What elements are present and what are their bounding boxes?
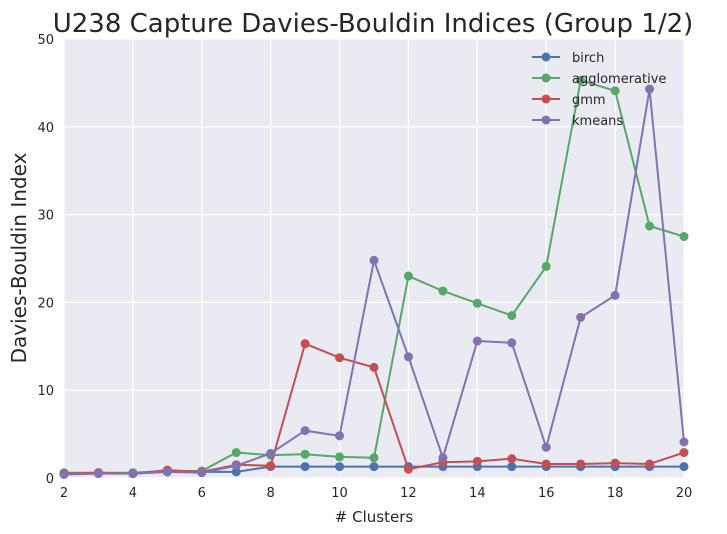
data-point [300, 339, 310, 349]
legend-label: birch [572, 51, 604, 66]
data-point [300, 449, 310, 459]
x-tick-label: 2 [60, 486, 68, 501]
data-point [335, 431, 345, 441]
data-point [93, 469, 103, 479]
x-axis-label: # Clusters [335, 508, 414, 526]
data-point [369, 362, 379, 372]
data-point [128, 469, 138, 479]
legend-item-kmeans: kmeans [532, 114, 623, 129]
legend-label: gmm [572, 93, 606, 108]
data-point [645, 84, 655, 94]
data-point [507, 462, 517, 472]
data-point [610, 458, 620, 468]
chart-title: U238 Capture Davies-Bouldin Indices (Gro… [53, 9, 694, 39]
data-point [645, 459, 655, 469]
y-tick-label: 0 [46, 472, 54, 487]
y-tick-label: 10 [37, 384, 54, 399]
data-point [610, 290, 620, 300]
data-point [300, 462, 310, 472]
x-tick-label: 6 [198, 486, 206, 501]
data-point [369, 462, 379, 472]
y-tick-label: 30 [37, 209, 54, 224]
x-tick-label: 8 [267, 486, 275, 501]
x-tick-label: 4 [129, 486, 137, 501]
data-point [335, 353, 345, 363]
data-point [59, 469, 69, 479]
legend-label: agglomerative [572, 72, 666, 87]
data-point [162, 467, 172, 477]
data-point [679, 462, 689, 472]
data-point [472, 298, 482, 308]
data-point [197, 468, 207, 478]
legend: birch agglomerative gmm kmeans [532, 51, 666, 129]
x-tick-label: 18 [607, 486, 624, 501]
legend-marker [541, 52, 551, 62]
series [59, 75, 689, 479]
tick-labels: 2 4 6 8 10 12 14 16 18 20 0 10 20 30 40 50 [37, 33, 692, 501]
data-point [300, 426, 310, 436]
x-tick-label: 20 [676, 486, 693, 501]
legend-label: kmeans [572, 114, 623, 129]
data-point [266, 461, 276, 471]
data-point [541, 261, 551, 271]
data-point [335, 452, 345, 462]
data-point [507, 454, 517, 464]
data-point [472, 456, 482, 466]
legend-marker [541, 73, 551, 83]
legend-item-agglomerative: agglomerative [532, 72, 666, 87]
data-point [610, 86, 620, 96]
data-point [266, 448, 276, 458]
y-tick-label: 50 [37, 33, 54, 48]
x-tick-label: 16 [538, 486, 555, 501]
data-point [231, 461, 241, 471]
data-point [403, 271, 413, 281]
data-point [507, 338, 517, 348]
x-tick-label: 10 [331, 486, 348, 501]
x-tick-label: 14 [469, 486, 486, 501]
data-point [335, 462, 345, 472]
data-point [576, 459, 586, 469]
legend-item-birch: birch [532, 51, 604, 66]
data-point [576, 312, 586, 322]
series-kmeans [59, 84, 689, 479]
data-point [403, 352, 413, 362]
data-point [679, 448, 689, 458]
data-point [438, 453, 448, 463]
data-point [369, 453, 379, 463]
legend-marker [541, 115, 551, 125]
data-point [679, 437, 689, 447]
y-axis-label: Davies-Bouldin Index [7, 152, 31, 363]
y-tick-label: 20 [37, 296, 54, 311]
data-point [576, 75, 586, 85]
data-point [507, 311, 517, 321]
data-point [438, 286, 448, 296]
data-point [645, 221, 655, 231]
legend-marker [541, 94, 551, 104]
data-point [403, 464, 413, 474]
legend-item-gmm: gmm [532, 93, 606, 108]
data-point [472, 336, 482, 346]
y-tick-label: 40 [37, 121, 54, 136]
x-tick-label: 12 [400, 486, 417, 501]
grid [63, 38, 685, 479]
data-point [369, 255, 379, 265]
data-point [541, 459, 551, 469]
data-point [679, 232, 689, 242]
data-point [231, 448, 241, 458]
data-point [541, 442, 551, 452]
